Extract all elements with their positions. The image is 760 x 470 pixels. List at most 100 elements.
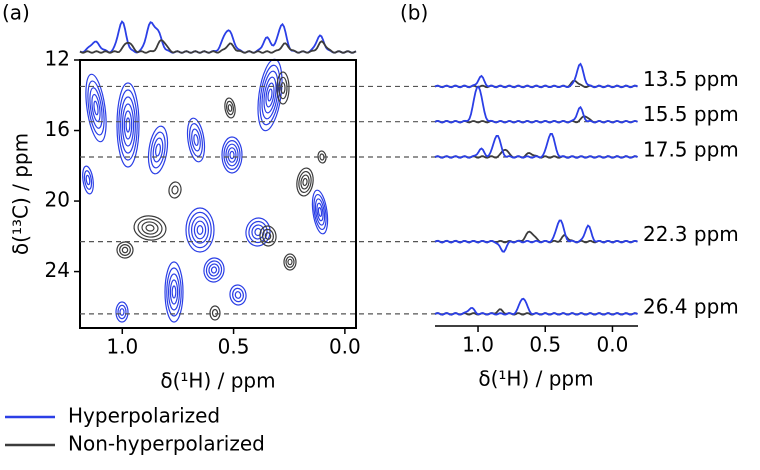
contour — [287, 258, 293, 266]
y-tick-label: 20 — [45, 188, 70, 212]
contour — [89, 87, 103, 129]
contour — [223, 140, 241, 171]
x-tick-label: 0.0 — [329, 335, 361, 359]
slice-trace — [434, 133, 638, 159]
x-tick-label: 1.0 — [462, 333, 494, 357]
contour — [123, 110, 133, 140]
contour — [171, 185, 179, 195]
contour — [316, 202, 324, 222]
contour — [311, 189, 329, 235]
y-axis-label: δ(¹³C) / ppm — [9, 133, 33, 255]
contour — [257, 58, 283, 132]
contour — [141, 221, 159, 235]
contour — [264, 232, 272, 240]
plot-frame — [79, 59, 357, 329]
contour — [229, 284, 247, 306]
contour — [116, 82, 140, 168]
slice-trace — [434, 297, 638, 316]
contour — [121, 103, 135, 147]
contour — [120, 96, 136, 154]
slice-label: 22.3 ppm — [643, 222, 739, 246]
contour — [227, 104, 233, 112]
contour — [83, 170, 93, 190]
contour — [193, 220, 207, 240]
contour — [254, 227, 262, 237]
contour — [263, 76, 277, 114]
contour — [265, 82, 275, 108]
contour — [118, 89, 138, 161]
contour — [209, 305, 221, 321]
contour — [91, 93, 101, 123]
contour — [227, 147, 237, 163]
contour — [211, 308, 219, 318]
contour — [93, 100, 99, 116]
contour — [186, 117, 206, 163]
panel-label: (b) — [400, 1, 428, 25]
contour — [229, 150, 235, 160]
projection — [79, 39, 357, 54]
contour — [296, 167, 314, 197]
slice-label: 15.5 ppm — [643, 102, 739, 126]
contour — [225, 143, 239, 167]
contour — [191, 216, 210, 244]
contour — [188, 211, 212, 249]
contour — [117, 304, 127, 320]
panel-label: (a) — [2, 1, 30, 25]
contour — [119, 244, 131, 256]
contour — [248, 220, 268, 244]
contour — [262, 228, 274, 244]
contour-plot — [82, 58, 329, 323]
contour — [85, 73, 107, 143]
contour — [137, 218, 163, 238]
contour — [121, 246, 129, 254]
slice-label: 17.5 ppm — [643, 137, 739, 161]
contour — [298, 170, 312, 194]
x-tick-label: 0.5 — [529, 333, 561, 357]
contour — [313, 193, 327, 231]
slice-trace — [434, 219, 638, 253]
contour — [259, 225, 277, 247]
contour — [221, 136, 243, 174]
contour — [87, 80, 105, 136]
y-tick-label: 12 — [45, 47, 70, 71]
contour — [259, 64, 281, 126]
contour — [224, 97, 236, 119]
slice-trace — [434, 62, 638, 89]
contour — [168, 273, 181, 311]
contour — [283, 253, 297, 271]
contour — [155, 143, 161, 157]
contour — [193, 133, 199, 147]
contour — [145, 224, 155, 232]
contour — [267, 88, 273, 102]
y-tick-label: 16 — [45, 117, 70, 141]
contour — [119, 308, 125, 316]
contour — [300, 174, 310, 190]
contour — [285, 256, 295, 268]
contour — [208, 263, 220, 277]
contour — [168, 181, 182, 199]
contour — [196, 225, 204, 236]
y-tick-label: 24 — [45, 258, 70, 282]
contour — [82, 165, 94, 195]
contour — [225, 100, 235, 116]
x-tick-label: 0.0 — [597, 333, 629, 357]
contour — [191, 128, 201, 152]
contour — [166, 267, 182, 317]
contour — [314, 198, 326, 226]
contour — [205, 260, 223, 280]
x-axis-label: δ(¹H) / ppm — [160, 369, 275, 393]
slice-label: 13.5 ppm — [643, 67, 739, 91]
contour — [152, 137, 164, 163]
contour — [147, 125, 169, 175]
contour — [317, 207, 323, 217]
contour — [302, 177, 308, 187]
contour — [203, 257, 225, 283]
contour — [278, 76, 288, 100]
contour — [133, 215, 167, 241]
x-axis-label: δ(¹H) / ppm — [478, 367, 593, 391]
contour — [280, 82, 286, 94]
contour — [169, 279, 179, 305]
legend-label: Non-hyperpolarized — [68, 432, 265, 456]
contour — [234, 291, 242, 299]
